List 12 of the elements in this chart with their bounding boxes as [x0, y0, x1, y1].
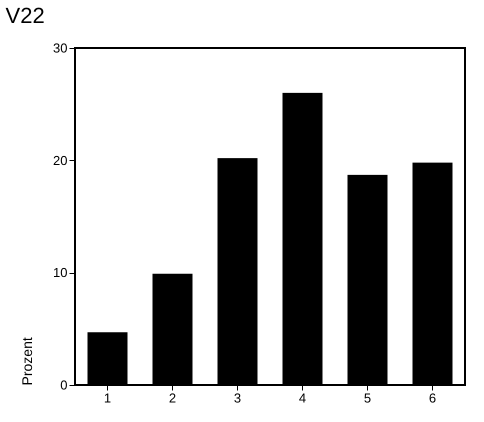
y-axis-title: Prozent — [19, 337, 36, 386]
x-tick-label: 5 — [364, 390, 372, 406]
y-tick-label: 30 — [53, 40, 68, 56]
x-tick-label: 1 — [104, 390, 112, 406]
y-tick-label: 10 — [53, 265, 68, 280]
x-tick-label: 2 — [168, 390, 176, 406]
y-tick-label: 20 — [53, 152, 68, 168]
x-tick-label: 4 — [298, 390, 306, 406]
x-tick-label: 6 — [428, 390, 436, 406]
x-tick-label: 3 — [234, 390, 242, 406]
chart-title: V22 — [6, 3, 45, 28]
y-tick-label: 0 — [60, 378, 68, 392]
